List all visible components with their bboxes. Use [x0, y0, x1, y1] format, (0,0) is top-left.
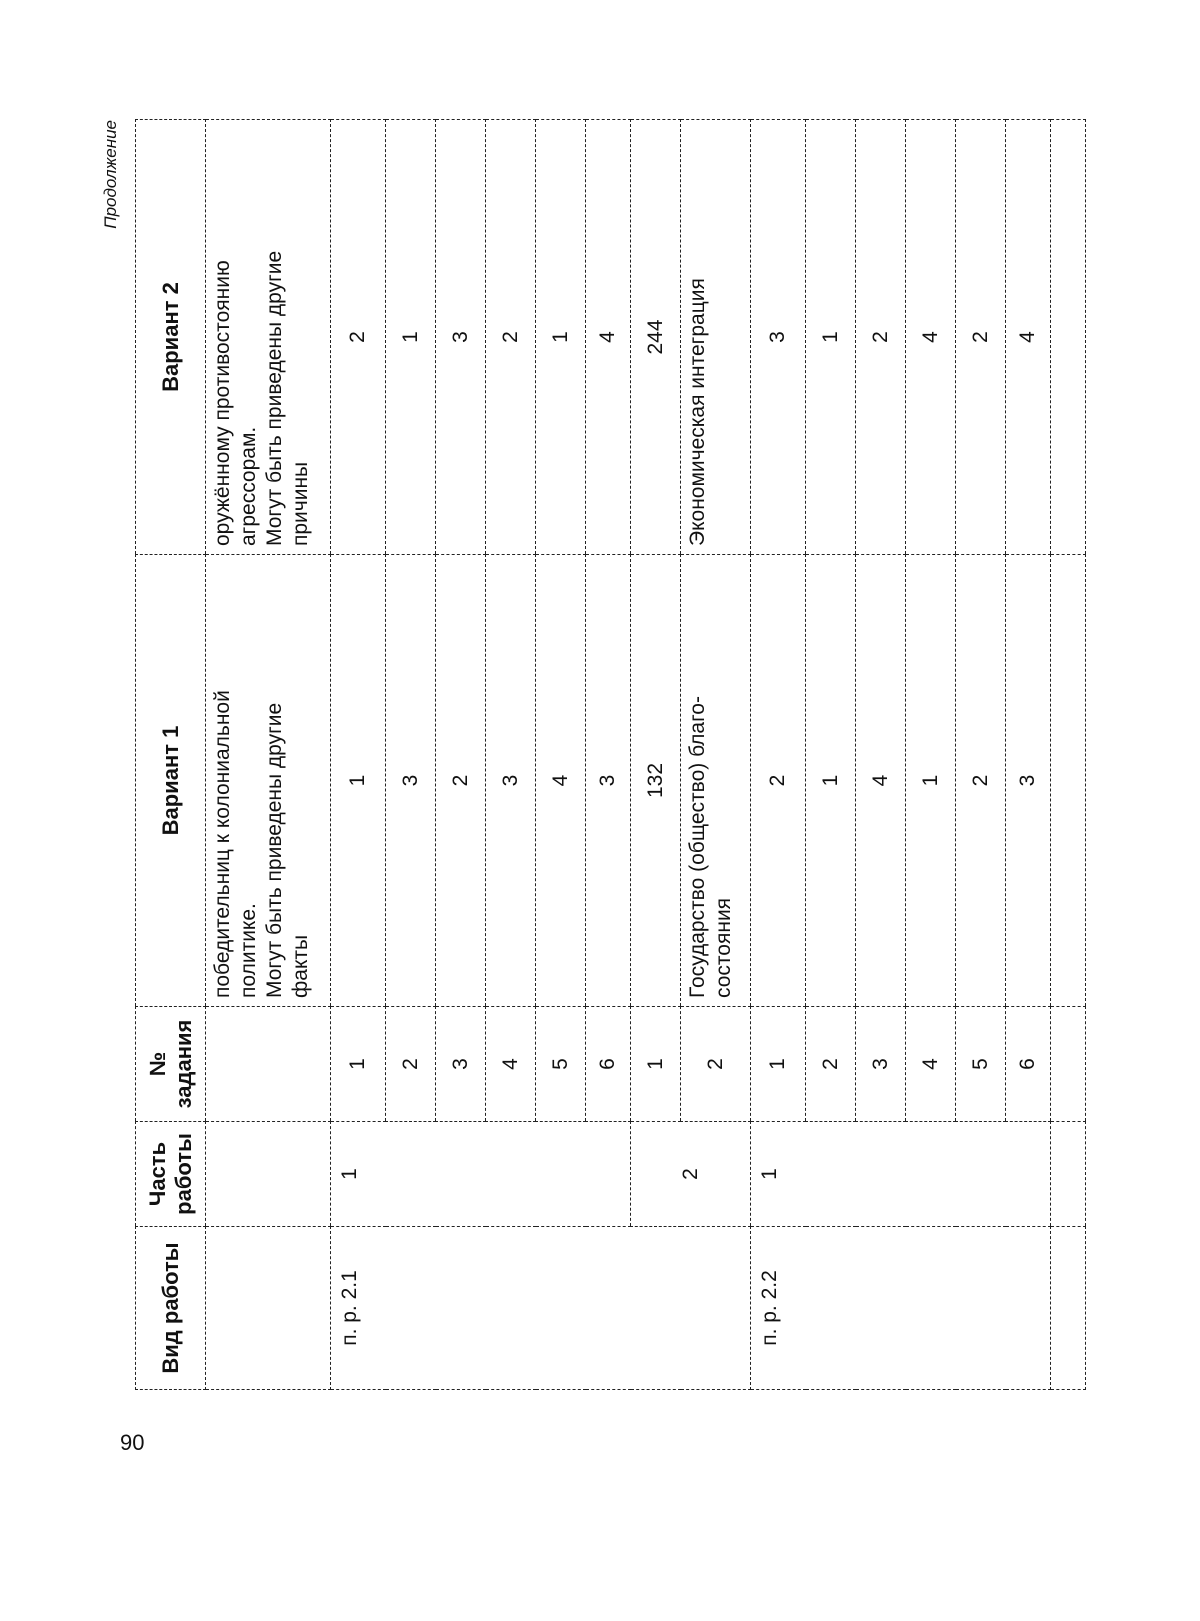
work-type-cell: п. р. 2.2	[751, 1227, 1051, 1390]
variant-2-cell: оружённому противостоянию агрессорам. Мо…	[206, 120, 331, 555]
variant-2-cell: 2	[856, 120, 906, 555]
table-row: п. р. 2.21123	[751, 120, 806, 1390]
variant-2-cell: 4	[586, 120, 631, 555]
empty-cell	[206, 1007, 331, 1122]
variant-2-cell: 4	[1006, 120, 1051, 555]
task-number-cell: 2	[806, 1007, 856, 1122]
empty-cell	[206, 1227, 331, 1390]
task-number-cell: 4	[486, 1007, 536, 1122]
header-task-number: № задания	[136, 1007, 206, 1122]
page-number: 90	[120, 1430, 144, 1456]
variant-1-cell: Государство (общество) благо- состояния	[681, 555, 751, 1007]
task-number-cell: 5	[536, 1007, 586, 1122]
header-variant-1: Вариант 1	[136, 555, 206, 1007]
task-number-cell: 1	[331, 1007, 386, 1122]
variant-1-cell: 4	[536, 555, 586, 1007]
variant-1-cell: 3	[486, 555, 536, 1007]
task-number-cell: 1	[751, 1007, 806, 1122]
work-part-cell: 1	[751, 1122, 1051, 1227]
variant-2-cell: 1	[806, 120, 856, 555]
variant-2-cell: 2	[486, 120, 536, 555]
variant-2-cell: 3	[436, 120, 486, 555]
task-number-cell: 3	[436, 1007, 486, 1122]
variant-1-cell: 1	[806, 555, 856, 1007]
variant-1-cell: 2	[956, 555, 1006, 1007]
task-number-cell: 5	[956, 1007, 1006, 1122]
variant-2-cell: 2	[331, 120, 386, 555]
variant-1-cell: 132	[631, 555, 681, 1007]
continuation-label: Продолжение	[101, 120, 121, 229]
header-work-part: Часть работы	[136, 1122, 206, 1227]
variant-2-cell: 4	[906, 120, 956, 555]
empty-cell	[1051, 1007, 1086, 1122]
work-part-cell: 1	[331, 1122, 631, 1227]
task-number-cell: 3	[856, 1007, 906, 1122]
variant-2-cell: 1	[386, 120, 436, 555]
variant-1-cell: 3	[1006, 555, 1051, 1007]
empty-cell	[1051, 1122, 1086, 1227]
header-work-type: Вид работы	[136, 1227, 206, 1390]
variant-1-cell: 1	[331, 555, 386, 1007]
task-number-cell: 1	[631, 1007, 681, 1122]
variant-2-cell: 1	[536, 120, 586, 555]
table-row: 21132244	[631, 120, 681, 1390]
rotated-table-page: Продолжение Вид работы Часть работы № за…	[135, 120, 1085, 1390]
variant-2-cell: 244	[631, 120, 681, 555]
task-number-cell: 2	[386, 1007, 436, 1122]
variant-1-cell: 2	[751, 555, 806, 1007]
header-variant-2: Вариант 2	[136, 120, 206, 555]
variant-1-cell: 3	[386, 555, 436, 1007]
empty-row	[1051, 120, 1086, 1390]
task-number-cell: 4	[906, 1007, 956, 1122]
answers-table: Вид работы Часть работы № задания Вариан…	[135, 119, 1086, 1390]
header-row: Вид работы Часть работы № задания Вариан…	[136, 120, 206, 1390]
work-type-cell: п. р. 2.1	[331, 1227, 751, 1390]
variant-1-cell: 1	[906, 555, 956, 1007]
work-part-cell: 2	[631, 1122, 751, 1227]
empty-cell	[1051, 1227, 1086, 1390]
continuation-row: победительниц к колониальной политике. М…	[206, 120, 331, 1390]
variant-2-cell: 3	[751, 120, 806, 555]
task-number-cell: 6	[586, 1007, 631, 1122]
table-row: п. р. 2.11112	[331, 120, 386, 1390]
empty-cell	[206, 1122, 331, 1227]
variant-1-cell: 2	[436, 555, 486, 1007]
variant-1-cell: победительниц к колониальной политике. М…	[206, 555, 331, 1007]
variant-1-cell: 3	[586, 555, 631, 1007]
variant-1-cell: 4	[856, 555, 906, 1007]
task-number-cell: 2	[681, 1007, 751, 1122]
empty-cell	[1051, 555, 1086, 1007]
task-number-cell: 6	[1006, 1007, 1051, 1122]
variant-2-cell: 2	[956, 120, 1006, 555]
variant-2-cell: Экономическая интеграция	[681, 120, 751, 555]
empty-cell	[1051, 120, 1086, 555]
